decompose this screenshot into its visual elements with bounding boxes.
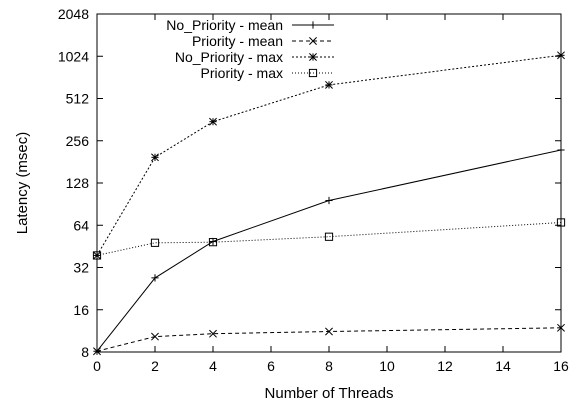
x-axis-label: Number of Threads [265, 385, 394, 402]
series-3 [93, 51, 565, 260]
x-tick-label: 10 [379, 358, 395, 374]
series-2 [93, 323, 565, 356]
series-line [96, 54, 562, 256]
data-point [557, 51, 565, 60]
data-point [92, 251, 102, 260]
series-1 [93, 146, 565, 355]
data-point [209, 237, 217, 246]
series-4 [92, 218, 566, 260]
plot-frame [96, 13, 562, 353]
x-tick-label: 2 [151, 358, 159, 374]
axis-ticks: 0 2 4 6 8 10 12 14 16 8 16 32 64 128 256 512 1024 2048 [58, 6, 569, 374]
data-point [325, 327, 333, 336]
data-point [150, 238, 160, 247]
data-point [151, 332, 159, 341]
x-tick-label: 12 [437, 358, 453, 374]
data-point [209, 117, 217, 126]
data-point [209, 329, 217, 338]
legend-marker [309, 37, 317, 45]
data-point [325, 196, 333, 205]
y-tick-label: 32 [73, 260, 89, 276]
data-point [324, 232, 334, 241]
x-tick-label: 8 [325, 358, 333, 374]
y-tick-label: 16 [73, 302, 89, 318]
y-tick-label: 256 [66, 133, 90, 149]
data-point [151, 153, 159, 162]
data-point [93, 251, 101, 260]
x-tick-label: 6 [267, 358, 275, 374]
legend-label: Priority - max [201, 65, 283, 81]
x-tick-label: 14 [495, 358, 511, 374]
data-point [557, 323, 565, 332]
y-tick-label: 64 [73, 217, 89, 233]
series-group [92, 51, 566, 356]
series-line [96, 222, 562, 256]
series-line [96, 327, 562, 352]
data-point [151, 274, 159, 282]
y-axis-label: Latency (msec) [14, 132, 31, 235]
axes [96, 13, 562, 353]
data-point [93, 347, 101, 356]
y-tick-label: 128 [66, 175, 90, 191]
y-tick-label: 2048 [58, 6, 89, 22]
x-tick-label: 4 [209, 358, 217, 374]
x-tick-label: 0 [93, 358, 101, 374]
series-line [96, 149, 562, 352]
legend-label: No_Priority - max [175, 49, 283, 65]
data-point [325, 80, 333, 89]
data-point [208, 238, 218, 247]
legend-label: Priority - mean [192, 33, 283, 49]
legend-label: No_Priority - mean [166, 17, 283, 33]
y-tick-label: 8 [81, 344, 89, 360]
y-tick-label: 512 [66, 91, 90, 107]
legend-marker [309, 21, 317, 29]
y-tick-label: 1024 [58, 48, 89, 64]
data-point [557, 146, 565, 154]
x-tick-label: 16 [553, 358, 569, 374]
legend-marker [309, 53, 317, 61]
data-point [556, 218, 566, 227]
legend-marker [308, 68, 318, 78]
